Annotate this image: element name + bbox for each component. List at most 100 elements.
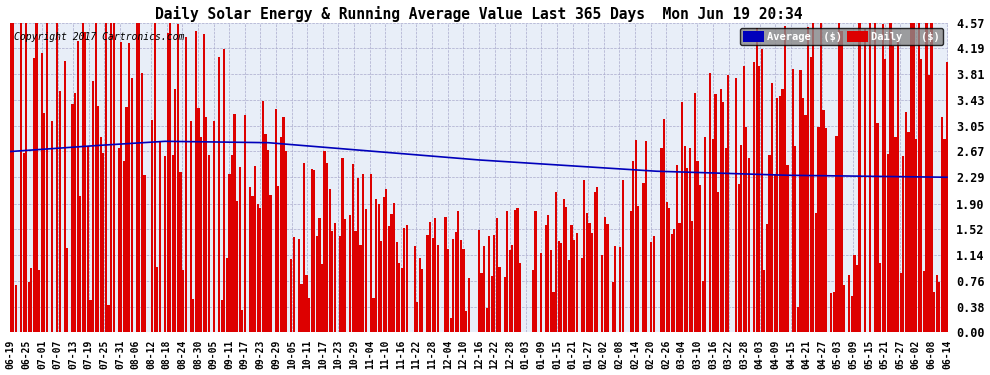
Bar — [691, 221, 693, 332]
Bar — [652, 236, 655, 332]
Bar — [689, 148, 691, 332]
Bar — [491, 276, 493, 332]
Bar — [544, 225, 546, 332]
Bar — [84, 32, 86, 332]
Bar — [850, 296, 853, 332]
Bar — [311, 169, 313, 332]
Bar — [192, 299, 194, 332]
Bar — [285, 152, 287, 332]
Bar — [678, 223, 680, 332]
Bar — [635, 140, 637, 332]
Bar — [918, 23, 920, 332]
Bar — [910, 23, 912, 332]
Bar — [673, 229, 675, 332]
Bar — [622, 180, 624, 332]
Bar — [396, 242, 398, 332]
Bar — [339, 236, 342, 332]
Bar — [786, 165, 789, 332]
Bar — [720, 89, 722, 332]
Bar — [254, 166, 256, 332]
Bar — [645, 141, 647, 332]
Bar — [398, 263, 400, 332]
Bar — [702, 280, 704, 332]
Bar — [31, 268, 33, 332]
Bar — [427, 235, 429, 332]
Bar — [151, 120, 153, 332]
Bar — [594, 192, 596, 332]
Bar — [480, 273, 482, 332]
Bar — [547, 215, 549, 332]
Bar — [557, 241, 559, 332]
Bar — [362, 174, 364, 332]
Bar — [182, 270, 184, 332]
Bar — [676, 165, 678, 332]
Bar — [504, 277, 506, 332]
Bar — [630, 211, 632, 332]
Bar — [902, 156, 905, 332]
Bar — [218, 57, 220, 332]
Bar — [261, 101, 264, 332]
Bar — [251, 196, 253, 332]
Bar — [663, 119, 665, 332]
Bar — [351, 164, 354, 332]
Bar — [244, 115, 246, 332]
Bar — [401, 268, 403, 332]
Bar — [388, 226, 390, 332]
Bar — [66, 248, 68, 332]
Bar — [763, 270, 765, 332]
Bar — [838, 23, 841, 332]
Bar — [429, 222, 431, 332]
Title: Daily Solar Energy & Running Average Value Last 365 Days  Mon Jun 19 20:34: Daily Solar Energy & Running Average Val… — [155, 6, 803, 21]
Bar — [56, 23, 58, 332]
Bar — [28, 282, 30, 332]
Bar — [565, 207, 567, 332]
Bar — [573, 240, 575, 332]
Bar — [377, 204, 380, 332]
Bar — [519, 263, 521, 332]
Bar — [908, 132, 910, 332]
Bar — [560, 243, 562, 332]
Bar — [419, 258, 421, 332]
Bar — [277, 186, 279, 332]
Bar — [334, 223, 336, 332]
Bar — [601, 255, 604, 332]
Bar — [223, 49, 226, 332]
Bar — [290, 259, 292, 332]
Bar — [895, 137, 897, 332]
Bar — [36, 23, 38, 332]
Bar — [638, 206, 640, 332]
Bar — [758, 66, 760, 332]
Bar — [316, 236, 318, 332]
Bar — [282, 117, 284, 332]
Bar — [913, 23, 915, 332]
Text: Copyright 2017 Cartronics.com: Copyright 2017 Cartronics.com — [14, 32, 184, 42]
Bar — [446, 249, 449, 332]
Bar — [166, 33, 168, 332]
Bar — [943, 139, 945, 332]
Bar — [141, 73, 144, 332]
Bar — [509, 251, 511, 332]
Bar — [823, 110, 825, 332]
Bar — [306, 275, 308, 332]
Bar — [604, 217, 606, 332]
Bar — [174, 89, 176, 332]
Bar — [354, 231, 356, 332]
Bar — [747, 158, 750, 332]
Bar — [921, 58, 923, 332]
Bar — [668, 209, 670, 332]
Bar — [372, 298, 374, 332]
Bar — [794, 146, 796, 332]
Bar — [10, 23, 12, 332]
Bar — [144, 175, 146, 332]
Bar — [383, 197, 385, 332]
Bar — [87, 146, 89, 332]
Bar — [833, 292, 835, 332]
Bar — [892, 46, 894, 332]
Bar — [583, 180, 585, 332]
Bar — [393, 203, 395, 332]
Bar — [332, 231, 334, 332]
Bar — [928, 75, 931, 332]
Bar — [449, 318, 451, 332]
Bar — [184, 37, 187, 332]
Bar — [853, 255, 855, 332]
